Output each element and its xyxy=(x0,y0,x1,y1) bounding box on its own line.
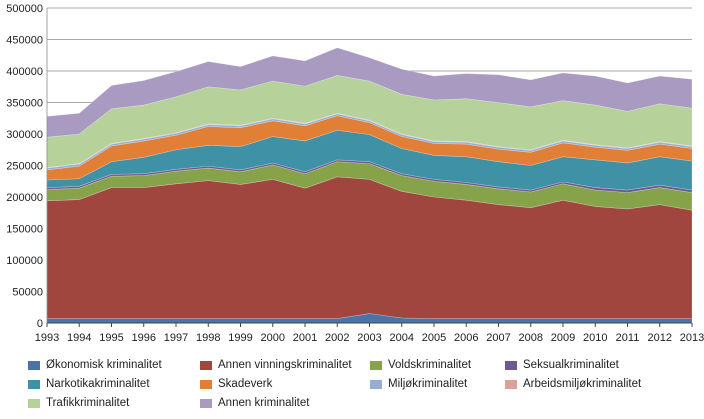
y-tick-label: 100000 xyxy=(6,255,43,267)
area-annen-kriminalitet xyxy=(46,47,693,138)
legend-item: Seksualkriminalitet xyxy=(505,359,619,371)
legend-item: Økonomisk kriminalitet xyxy=(28,359,162,371)
x-tick-label: 2001 xyxy=(293,332,317,344)
legend-item: Narkotikakriminalitet xyxy=(28,378,150,390)
legend-swatch xyxy=(28,379,40,389)
legend-label: Miljøkriminalitet xyxy=(388,378,468,390)
x-tick-label: 2010 xyxy=(583,332,607,344)
x-tick-label: 1997 xyxy=(164,332,188,344)
legend-swatch xyxy=(370,379,382,389)
x-tick-label: 2011 xyxy=(616,332,640,344)
x-tick-label: 1999 xyxy=(228,332,252,344)
legend-swatch xyxy=(28,398,40,408)
legend-label: Annen vinningskriminalitet xyxy=(218,359,352,371)
x-tick-label: 2003 xyxy=(357,332,381,344)
legend: Økonomisk kriminalitet Annen vinningskrim… xyxy=(0,355,704,419)
x-tick-label: 1993 xyxy=(35,332,59,344)
legend-label: Narkotikakriminalitet xyxy=(46,378,150,390)
legend-item: Arbeidsmiljøkriminalitet xyxy=(505,378,641,390)
x-tick-label: 2013 xyxy=(680,332,704,344)
y-tick-label: 150000 xyxy=(6,224,43,236)
legend-item: Annen kriminalitet xyxy=(200,397,309,409)
legend-label: Skadeverk xyxy=(218,378,273,390)
legend-swatch xyxy=(505,379,517,389)
legend-swatch xyxy=(505,360,517,370)
legend-label: Annen kriminalitet xyxy=(218,397,310,409)
x-tick-label: 2007 xyxy=(486,332,510,344)
legend-swatch xyxy=(370,360,382,370)
legend-swatch xyxy=(200,379,212,389)
x-tick-label: 2009 xyxy=(551,332,575,344)
y-tick-label: 400000 xyxy=(6,66,43,78)
x-tick-label: 1994 xyxy=(67,332,91,344)
legend-swatch xyxy=(200,398,212,408)
x-tick-label: 2006 xyxy=(454,332,478,344)
y-tick-label: 350000 xyxy=(6,98,43,110)
y-tick-label: 200000 xyxy=(6,192,43,204)
legend-label: Økonomisk kriminalitet xyxy=(46,359,162,371)
x-tick-label: 2000 xyxy=(261,332,285,344)
y-tick-label: 500000 xyxy=(6,3,43,15)
legend-swatch xyxy=(200,360,212,370)
legend-label: Seksualkriminalitet xyxy=(523,359,619,371)
y-tick-label: 50000 xyxy=(12,287,43,299)
x-tick-label: 2002 xyxy=(325,332,349,344)
y-tick-label: 0 xyxy=(37,318,43,330)
x-tick-label: 2008 xyxy=(519,332,543,344)
x-tick-label: 2005 xyxy=(422,332,446,344)
legend-item: Annen vinningskriminalitet xyxy=(200,359,352,371)
legend-item: Skadeverk xyxy=(200,378,272,390)
legend-label: Arbeidsmiljøkriminalitet xyxy=(523,378,642,390)
x-tick-label: 1996 xyxy=(132,332,156,344)
y-tick-label: 250000 xyxy=(6,161,43,173)
x-tick-label: 1998 xyxy=(196,332,220,344)
legend-swatch xyxy=(28,360,40,370)
y-tick-label: 450000 xyxy=(6,35,43,47)
legend-item: Voldskriminalitet xyxy=(370,359,471,371)
legend-label: Voldskriminalitet xyxy=(388,359,472,371)
legend-item: Trafikkriminalitet xyxy=(28,397,129,409)
x-tick-label: 2004 xyxy=(390,332,414,344)
x-tick-label: 2012 xyxy=(648,332,672,344)
legend-label: Trafikkriminalitet xyxy=(46,397,130,409)
x-tick-label: 1995 xyxy=(99,332,123,344)
legend-item: Miljøkriminalitet xyxy=(370,378,467,390)
y-tick-label: 300000 xyxy=(6,129,43,141)
